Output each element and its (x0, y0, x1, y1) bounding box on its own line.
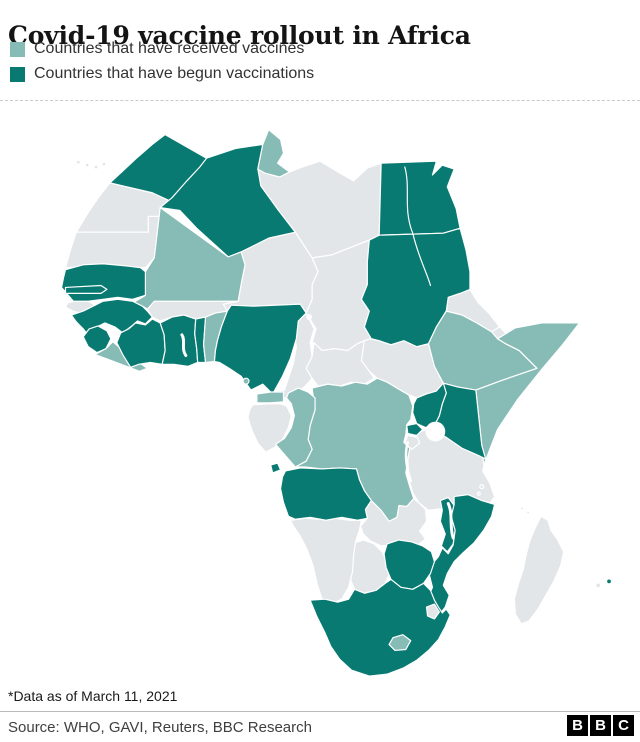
africa-map (60, 129, 613, 677)
bbc-logo: B B C (565, 715, 634, 736)
source-text: Source: WHO, GAVI, Reuters, BBC Research (8, 719, 312, 736)
country-zimbabwe (383, 539, 436, 590)
country-gambia (64, 284, 108, 294)
bbc-logo-letter: C (613, 715, 634, 736)
lake-malawi (446, 502, 455, 540)
country-eswatini (425, 603, 440, 620)
lake-volta (180, 333, 188, 357)
country-dr-congo (294, 377, 415, 522)
country-egypt (378, 160, 461, 236)
nile-river (404, 166, 432, 287)
country-comoros-1 (520, 506, 525, 511)
country-uganda (412, 382, 447, 429)
country-burundi (404, 434, 421, 450)
country-senegal (60, 263, 146, 302)
legend-item-begun: Countries that have begun vaccinations (10, 65, 314, 83)
country-reunion (595, 582, 602, 589)
country-mauritius (605, 578, 613, 585)
country-mozambique (426, 494, 496, 618)
country-tunisia (257, 129, 291, 178)
country-canary-island-1 (75, 159, 81, 165)
lake-victoria (425, 421, 446, 442)
lake-tanganyika (404, 441, 412, 483)
country-mauritania (64, 206, 161, 269)
country-congo (275, 387, 316, 468)
country-sierra-leone (82, 325, 112, 354)
dashed-divider (0, 100, 640, 101)
country-cabinda (270, 462, 282, 474)
country-comoros-2 (526, 510, 531, 515)
received-swatch-icon (10, 41, 25, 57)
bbc-logo-letter: B (590, 715, 611, 736)
legend-item-received: Countries that have received vaccines (10, 40, 314, 58)
data-footnote: *Data as of March 11, 2021 (8, 688, 178, 704)
page-title: Covid-19 vaccine rollout in Africa (8, 20, 471, 50)
map-container (0, 102, 640, 684)
country-nigeria (213, 303, 307, 395)
country-pemba (476, 491, 481, 496)
country-angola (279, 467, 372, 521)
country-bioko (242, 377, 250, 385)
country-canary-island-3 (93, 164, 99, 170)
country-canary-island-2 (84, 162, 90, 168)
legend-label-begun: Countries that have begun vaccinations (34, 65, 315, 82)
country-sudan (360, 227, 471, 348)
country-central-african-republic (305, 340, 375, 387)
bbc-logo-letter: B (567, 715, 588, 736)
country-rwanda (406, 422, 424, 437)
country-somalia (475, 322, 581, 466)
country-zanzibar (479, 484, 485, 490)
lake-chad (306, 314, 313, 321)
begun-swatch-icon (10, 66, 25, 82)
country-ghana (159, 314, 199, 367)
country-namibia (289, 517, 363, 604)
country-madagascar (513, 515, 565, 625)
country-lesotho (388, 634, 412, 652)
country-south-africa (309, 578, 451, 677)
legend-label-received: Countries that have received vaccines (34, 40, 305, 57)
legend: Countries that have received vaccines Co… (10, 40, 314, 90)
country-equatorial-guinea (256, 391, 285, 404)
country-canary-island-4 (101, 161, 107, 167)
source-divider (0, 711, 640, 712)
